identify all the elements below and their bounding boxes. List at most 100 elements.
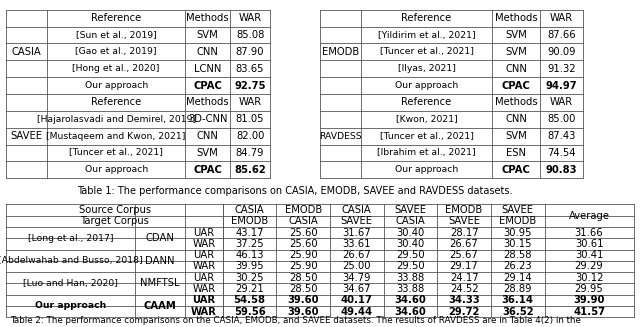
Text: CPAC: CPAC xyxy=(193,165,222,175)
Text: CASIA: CASIA xyxy=(396,216,426,226)
Text: 33.88: 33.88 xyxy=(396,284,424,294)
Text: 30.61: 30.61 xyxy=(575,239,604,249)
Text: 85.08: 85.08 xyxy=(236,30,264,40)
Text: 82.00: 82.00 xyxy=(236,131,264,141)
Text: WAR: WAR xyxy=(193,261,216,271)
Text: [Sun et al., 2019]: [Sun et al., 2019] xyxy=(76,30,157,40)
Text: WAR: WAR xyxy=(193,239,216,249)
Text: [Tuncer et al., 2021]: [Tuncer et al., 2021] xyxy=(69,148,163,158)
Text: CASIA: CASIA xyxy=(342,205,372,215)
Text: EMODB: EMODB xyxy=(285,205,322,215)
Text: 3D-CNN: 3D-CNN xyxy=(188,114,227,124)
Text: Our approach: Our approach xyxy=(35,301,106,310)
Text: 33.88: 33.88 xyxy=(396,273,424,283)
Text: SVM: SVM xyxy=(505,131,527,141)
Text: Reference: Reference xyxy=(401,97,452,108)
Text: 30.15: 30.15 xyxy=(504,239,532,249)
Text: Methods: Methods xyxy=(186,13,229,23)
Text: 25.90: 25.90 xyxy=(289,250,317,260)
Text: 24.52: 24.52 xyxy=(450,284,479,294)
Text: 36.52: 36.52 xyxy=(502,306,534,317)
Text: EMODB: EMODB xyxy=(499,216,536,226)
Text: 26.23: 26.23 xyxy=(504,261,532,271)
Text: UAR: UAR xyxy=(193,273,214,283)
Text: WAR: WAR xyxy=(239,13,262,23)
Text: EMODB: EMODB xyxy=(231,216,268,226)
Text: 28.89: 28.89 xyxy=(504,284,532,294)
Text: CNN: CNN xyxy=(196,131,219,141)
Text: 91.32: 91.32 xyxy=(547,64,576,74)
Text: [Gao et al., 2019]: [Gao et al., 2019] xyxy=(76,47,157,57)
Text: 29.29: 29.29 xyxy=(575,261,604,271)
Text: 25.90: 25.90 xyxy=(289,261,317,271)
Text: 28.17: 28.17 xyxy=(450,228,479,238)
Text: [Hong et al., 2020]: [Hong et al., 2020] xyxy=(72,64,160,73)
Text: 28.50: 28.50 xyxy=(289,273,317,283)
Text: DANN: DANN xyxy=(145,256,175,266)
Text: NMFTSL: NMFTSL xyxy=(140,278,180,288)
Text: SAVEE: SAVEE xyxy=(502,205,534,215)
Text: [Mustaqeem and Kwon, 2021]: [Mustaqeem and Kwon, 2021] xyxy=(47,131,186,141)
Text: RAVDESS: RAVDESS xyxy=(319,131,362,141)
Text: [Tuncer et al., 2021]: [Tuncer et al., 2021] xyxy=(380,47,474,57)
Text: 85.62: 85.62 xyxy=(234,165,266,175)
Text: 41.57: 41.57 xyxy=(573,306,605,317)
Text: 84.79: 84.79 xyxy=(236,148,264,158)
Text: [Long et al., 2017]: [Long et al., 2017] xyxy=(28,234,113,243)
Text: 83.65: 83.65 xyxy=(236,64,264,74)
Text: 74.54: 74.54 xyxy=(547,148,576,158)
Text: UAR: UAR xyxy=(193,250,214,260)
Text: 46.13: 46.13 xyxy=(236,250,264,260)
Text: CPAC: CPAC xyxy=(502,165,531,175)
Text: 25.60: 25.60 xyxy=(289,239,317,249)
Text: 26.67: 26.67 xyxy=(450,239,479,249)
Text: 36.14: 36.14 xyxy=(502,295,534,305)
Text: [Kwon, 2021]: [Kwon, 2021] xyxy=(396,115,458,124)
Text: Average: Average xyxy=(568,211,609,221)
Text: CNN: CNN xyxy=(505,114,527,124)
Text: UAR: UAR xyxy=(193,228,214,238)
Text: 25.67: 25.67 xyxy=(450,250,479,260)
Text: Source Corpus: Source Corpus xyxy=(79,205,150,215)
Text: 33.61: 33.61 xyxy=(342,239,371,249)
Text: SAVEE: SAVEE xyxy=(394,205,426,215)
Text: CNN: CNN xyxy=(196,47,219,57)
Text: WAR: WAR xyxy=(193,284,216,294)
Text: Reference: Reference xyxy=(401,13,452,23)
Text: 49.44: 49.44 xyxy=(340,306,373,317)
Text: 29.21: 29.21 xyxy=(236,284,264,294)
Text: CASIA: CASIA xyxy=(235,205,264,215)
Text: 87.43: 87.43 xyxy=(547,131,575,141)
Text: 59.56: 59.56 xyxy=(234,306,266,317)
Text: [Yildirim et al., 2021]: [Yildirim et al., 2021] xyxy=(378,30,476,40)
Text: WAR: WAR xyxy=(550,13,573,23)
Text: Table 1: The performance comparisons on CASIA, EMODB, SAVEE and RAVDESS datasets: Table 1: The performance comparisons on … xyxy=(77,186,513,196)
Text: 90.83: 90.83 xyxy=(546,165,577,175)
Text: 94.97: 94.97 xyxy=(546,80,577,91)
Text: 34.60: 34.60 xyxy=(395,295,426,305)
Text: 30.41: 30.41 xyxy=(575,250,604,260)
Text: SVM: SVM xyxy=(197,30,219,40)
Text: CPAC: CPAC xyxy=(502,80,531,91)
Text: 90.09: 90.09 xyxy=(547,47,576,57)
Text: UAR: UAR xyxy=(193,295,216,305)
Text: SVM: SVM xyxy=(197,148,219,158)
Text: 29.95: 29.95 xyxy=(575,284,604,294)
Text: 24.17: 24.17 xyxy=(450,273,479,283)
Text: 28.58: 28.58 xyxy=(504,250,532,260)
Text: 34.33: 34.33 xyxy=(448,295,480,305)
Text: 29.50: 29.50 xyxy=(396,250,425,260)
Text: 40.17: 40.17 xyxy=(341,295,372,305)
Text: 30.25: 30.25 xyxy=(236,273,264,283)
Text: [Luo and Han, 2020]: [Luo and Han, 2020] xyxy=(23,279,118,288)
Text: Methods: Methods xyxy=(186,97,229,108)
Text: 30.12: 30.12 xyxy=(575,273,604,283)
Text: 26.67: 26.67 xyxy=(342,250,371,260)
Text: Our approach: Our approach xyxy=(84,165,148,174)
Text: [Ilyas, 2021]: [Ilyas, 2021] xyxy=(397,64,456,73)
Text: 29.14: 29.14 xyxy=(504,273,532,283)
Text: 54.58: 54.58 xyxy=(234,295,266,305)
Text: [Hajarolasvadi and Demirel, 2019]: [Hajarolasvadi and Demirel, 2019] xyxy=(36,115,196,124)
Text: 34.79: 34.79 xyxy=(342,273,371,283)
Text: CASIA: CASIA xyxy=(12,47,42,57)
